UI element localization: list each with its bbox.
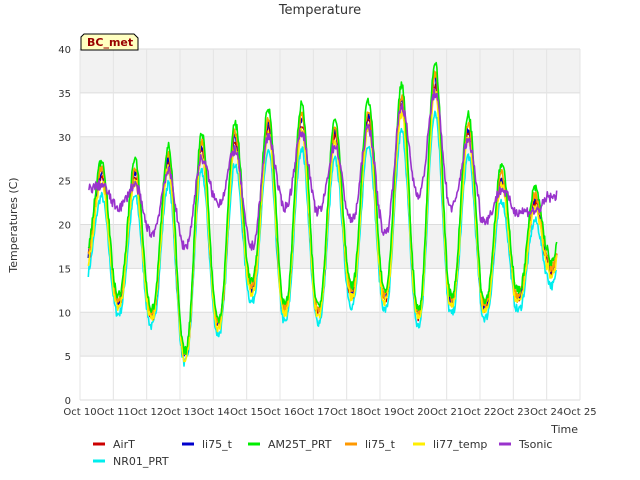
legend-label: li75_t bbox=[202, 438, 233, 451]
grid-lines bbox=[79, 48, 581, 401]
legend-item: AirT bbox=[93, 438, 135, 451]
x-tick-label: Oct 11 bbox=[97, 407, 130, 418]
x-tick-label: Oct 25 bbox=[563, 407, 596, 418]
x-axis-label: Time bbox=[550, 423, 578, 436]
series-line-tsonic bbox=[87, 87, 558, 251]
x-tick-label: Oct 13 bbox=[163, 407, 196, 418]
x-tick-label: Oct 17 bbox=[297, 407, 330, 418]
y-tick-labels: 0 5 10 15 20 25 30 35 40 bbox=[58, 45, 71, 407]
y-tick-label: 10 bbox=[58, 308, 71, 319]
x-tick-label: Oct 23 bbox=[497, 407, 530, 418]
y-tick-label: 35 bbox=[58, 89, 71, 100]
x-tick-label: Oct 12 bbox=[130, 407, 163, 418]
legend-item: li75_t bbox=[345, 438, 396, 451]
grid-band bbox=[80, 49, 580, 93]
y-tick-label: 5 bbox=[65, 352, 71, 363]
x-tick-label: Oct 15 bbox=[230, 407, 263, 418]
grid-bands bbox=[80, 49, 580, 357]
legend-label: AM25T_PRT bbox=[268, 438, 332, 451]
x-tick-labels: Oct 10 Oct 11 Oct 12 Oct 13 Oct 14 Oct 15 Oct … bbox=[63, 407, 596, 418]
x-tick-label: Oct 16 bbox=[263, 407, 296, 418]
y-tick-label: 25 bbox=[58, 177, 71, 188]
y-tick-label: 30 bbox=[58, 133, 71, 144]
legend-item: NR01_PRT bbox=[93, 455, 169, 468]
x-tick-label: Oct 21 bbox=[430, 407, 463, 418]
x-tick-label: Oct 18 bbox=[330, 407, 363, 418]
legend-item: AM25T_PRT bbox=[248, 438, 332, 451]
y-tick-label: 40 bbox=[58, 45, 71, 56]
y-tick-label: 0 bbox=[65, 396, 71, 407]
badge-box bbox=[80, 33, 139, 51]
y-tick-label: 15 bbox=[58, 264, 71, 275]
y-tick-label: 20 bbox=[58, 221, 71, 232]
x-tick-label: Oct 20 bbox=[397, 407, 430, 418]
chart-title: Temperature bbox=[278, 3, 361, 18]
y-axis-label: Temperatures (C) bbox=[7, 177, 20, 273]
grid-band bbox=[80, 312, 580, 357]
legend-label: NR01_PRT bbox=[113, 455, 169, 468]
x-tick-label: Oct 10 bbox=[63, 407, 96, 418]
series-line-am25t_prt bbox=[87, 61, 558, 356]
x-tick-label: Oct 14 bbox=[197, 407, 230, 418]
legend-item: li77_temp bbox=[413, 438, 487, 451]
legend-item: li75_t bbox=[182, 438, 233, 451]
x-tick-label: Oct 22 bbox=[463, 407, 496, 418]
x-tick-label: Oct 24 bbox=[530, 407, 563, 418]
legend: AirT li75_t AM25T_PRT li75_t li77_temp Tsonic… bbox=[93, 438, 552, 468]
series-layer bbox=[87, 61, 558, 367]
badge-label: BC_met bbox=[87, 36, 133, 49]
legend-item: Tsonic bbox=[499, 438, 552, 451]
legend-label: Tsonic bbox=[518, 438, 552, 451]
legend-label: li77_temp bbox=[433, 438, 487, 451]
legend-label: li75_t bbox=[365, 438, 396, 451]
legend-label: AirT bbox=[113, 438, 135, 451]
x-tick-label: Oct 19 bbox=[363, 407, 396, 418]
badge: BC_met bbox=[80, 33, 139, 51]
